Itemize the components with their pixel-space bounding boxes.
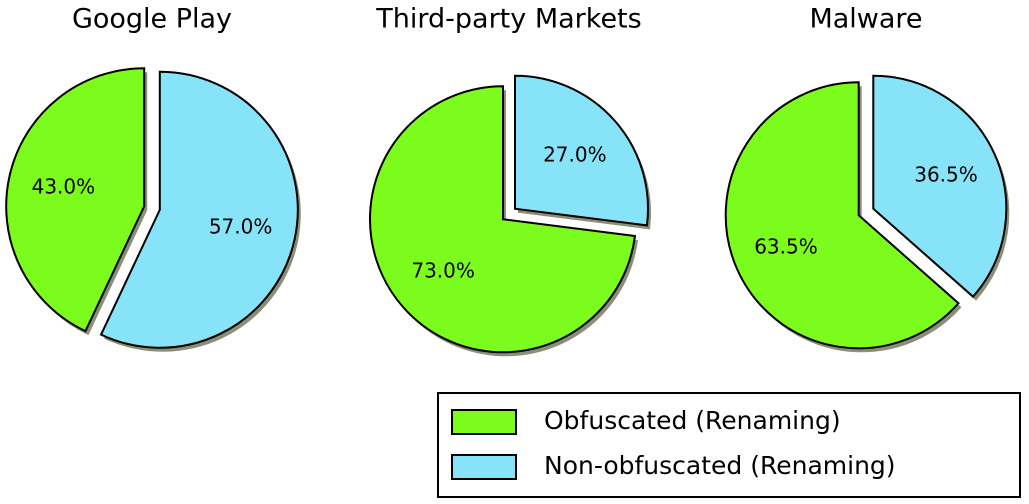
slice (514, 74, 649, 227)
slice (99, 70, 299, 349)
slice-label: 57.0% (209, 214, 273, 238)
slice (369, 85, 637, 354)
slice-label: 73.0% (411, 259, 475, 283)
legend-label: Non-obfuscated (Renaming) (544, 451, 896, 480)
slice-label: 36.5% (914, 162, 978, 186)
slice-label: 63.5% (754, 235, 818, 259)
legend-label: Obfuscated (Renaming) (544, 406, 841, 435)
slice-label: 43.0% (32, 175, 96, 199)
legend-swatch (451, 454, 517, 480)
slice-label: 27.0% (543, 142, 607, 166)
slice (5, 67, 146, 333)
pie-title: Google Play (72, 4, 232, 35)
legend-swatch (451, 409, 517, 435)
pie-title: Malware (809, 4, 922, 35)
slice (872, 74, 1008, 299)
pie-title: Third-party Markets (375, 4, 641, 35)
legend-box (437, 392, 1021, 498)
slice (724, 81, 960, 350)
